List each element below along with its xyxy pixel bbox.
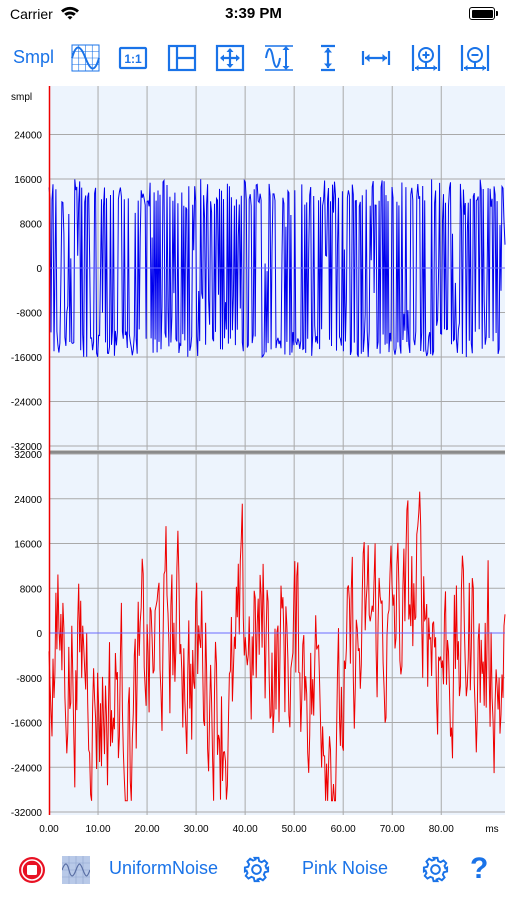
waveform-grid-icon[interactable] [70,42,102,74]
zoom-out-icon[interactable] [459,42,491,74]
y-tick-label: -24000 [11,763,43,774]
y-axis-unit-label: smpl [11,92,32,103]
y-tick-label: 0 [36,264,42,275]
y-tick-label: -24000 [11,398,43,409]
one-to-one-icon[interactable]: 1:1 [117,42,149,74]
sample-mode-button[interactable]: Smpl [13,47,55,67]
channel-1-panel[interactable]: 24000 16000 8000 0 -8000 -16000 -24000 -32000 sm… [11,86,506,453]
toolbar: Smpl 1:1 [0,36,507,80]
waveform-plot[interactable]: 24000 16000 8000 0 -8000 -16000 -24000 -32000 sm… [0,84,507,840]
x-tick-label: 30.00 [184,824,209,835]
waveform-thumbnail-icon[interactable] [61,856,91,889]
channel2-signal-button[interactable]: Pink Noise [302,858,389,878]
y-tick-label: 16000 [14,175,42,186]
x-tick-label: 50.00 [282,824,307,835]
channel-1-waveform [48,178,506,359]
x-tick-label: 40.00 [233,824,258,835]
wifi-icon [60,5,80,26]
vertical-zoom-icon[interactable] [312,42,344,74]
help-button[interactable]: ? [470,852,489,885]
stop-icon [19,857,45,883]
y-tick-label: -8000 [16,309,42,320]
x-tick-label: 20.00 [135,824,160,835]
x-tick-label: 60.00 [331,824,356,835]
channel1-settings-gear-icon[interactable] [242,855,271,889]
stop-button[interactable] [18,856,46,889]
horizontal-zoom-icon[interactable] [360,42,392,74]
x-axis-unit-label: ms [485,824,498,835]
carrier-label: Carrier [10,6,53,22]
y-tick-label: -16000 [11,719,43,730]
vertical-fit-wave-icon[interactable] [263,42,295,74]
y-tick-label: 32000 [14,450,42,461]
channel-2-waveform [48,491,506,802]
channel-2-panel[interactable]: 32000 24000 16000 8000 0 -8000 -16000 -24000 -32… [11,450,506,819]
channel1-signal-button[interactable]: UniformNoise [109,858,219,878]
y-tick-label: 8000 [20,220,43,231]
y-tick-label: 24000 [14,131,42,142]
status-bar: Carrier 3:39 PM [0,0,507,28]
channel2-settings-gear-icon[interactable] [421,855,450,889]
waveform-chart[interactable]: 24000 16000 8000 0 -8000 -16000 -24000 -32000 sm… [0,84,507,840]
y-tick-label: -32000 [11,808,43,819]
y-tick-label: -32000 [11,442,43,453]
x-tick-label: 10.00 [86,824,111,835]
y-tick-label: -16000 [11,353,43,364]
y-tick-label: -8000 [16,674,42,685]
battery-icon [469,7,498,20]
y-tick-label: 24000 [14,495,42,506]
x-tick-label: 0.00 [39,824,59,835]
clock: 3:39 PM [225,5,282,22]
y-tick-label: 0 [36,629,42,640]
bottom-toolbar: UniformNoise Pink Noise ? [0,846,507,892]
zoom-in-icon[interactable] [410,42,442,74]
y-tick-label: 8000 [20,584,43,595]
x-tick-label: 70.00 [380,824,405,835]
one-to-one-label: 1:1 [124,52,142,66]
split-view-icon[interactable] [166,42,198,74]
move-arrows-icon[interactable] [214,42,246,74]
x-tick-label: 80.00 [429,824,454,835]
y-tick-label: 16000 [14,540,42,551]
